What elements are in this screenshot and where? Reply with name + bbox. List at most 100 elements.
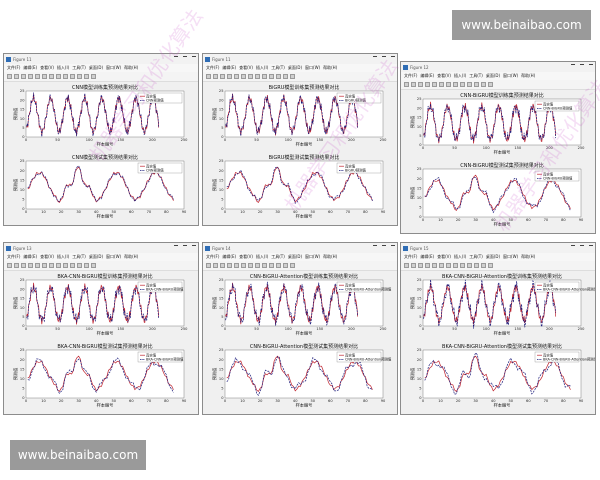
menu-item[interactable]: 工具(T) [469, 254, 483, 259]
zoom-out-icon[interactable] [49, 263, 54, 268]
maximize-icon[interactable] [183, 245, 187, 250]
menu-item[interactable]: 编辑(E) [23, 254, 38, 259]
legend-icon[interactable] [91, 74, 96, 79]
brush-icon[interactable] [276, 263, 281, 268]
menu-item[interactable]: 窗口(W) [305, 65, 321, 70]
colorbar-icon[interactable] [283, 263, 288, 268]
data-cursor-icon[interactable] [70, 74, 75, 79]
maximize-icon[interactable] [580, 64, 584, 69]
save-icon[interactable] [220, 74, 225, 79]
pan-icon[interactable] [255, 74, 260, 79]
rotate-icon[interactable] [460, 263, 465, 268]
pan-icon[interactable] [453, 82, 458, 87]
window-titlebar[interactable]: Figure 13 [4, 243, 198, 253]
menu-item[interactable]: 桌面(D) [485, 254, 501, 259]
cursor-icon[interactable] [234, 74, 239, 79]
print-icon[interactable] [227, 263, 232, 268]
menu-item[interactable]: 文件(F) [206, 65, 220, 70]
cursor-icon[interactable] [234, 263, 239, 268]
menu-item[interactable]: 插入(I) [453, 73, 467, 78]
save-icon[interactable] [21, 263, 26, 268]
zoom-in-icon[interactable] [42, 263, 47, 268]
data-cursor-icon[interactable] [467, 263, 472, 268]
rotate-icon[interactable] [63, 74, 68, 79]
maximize-icon[interactable] [580, 245, 584, 250]
print-icon[interactable] [28, 263, 33, 268]
menu-item[interactable]: 文件(F) [206, 254, 220, 259]
menu-item[interactable]: 窗口(W) [305, 254, 321, 259]
menu-item[interactable]: 编辑(E) [222, 65, 237, 70]
brush-icon[interactable] [77, 263, 82, 268]
menu-item[interactable]: 工具(T) [72, 254, 86, 259]
menu-item[interactable]: 窗口(W) [106, 65, 122, 70]
menu-item[interactable]: 帮助(H) [124, 65, 139, 70]
rotate-icon[interactable] [63, 263, 68, 268]
colorbar-icon[interactable] [481, 82, 486, 87]
rotate-icon[interactable] [262, 263, 267, 268]
close-icon[interactable] [391, 245, 395, 250]
menu-item[interactable]: 编辑(E) [420, 254, 435, 259]
menu-item[interactable]: 工具(T) [271, 254, 285, 259]
menu-item[interactable]: 帮助(H) [521, 73, 536, 78]
figure-window[interactable]: Figure 11 文件(F) 编辑(E) 查看(V) 插入(I) 工具(T) 桌面(D) 窗… [202, 53, 398, 226]
colorbar-icon[interactable] [283, 74, 288, 79]
menu-item[interactable]: 编辑(E) [222, 254, 237, 259]
print-icon[interactable] [425, 82, 430, 87]
colorbar-icon[interactable] [84, 263, 89, 268]
rotate-icon[interactable] [262, 74, 267, 79]
figure-window[interactable]: Figure 11 文件(F) 编辑(E) 查看(V) 插入(I) 工具(T) 桌面(D) 窗… [3, 53, 199, 226]
data-cursor-icon[interactable] [269, 263, 274, 268]
minimize-icon[interactable] [373, 56, 377, 61]
window-titlebar[interactable]: Figure 11 [203, 54, 397, 64]
brush-icon[interactable] [474, 263, 479, 268]
menu-item[interactable]: 文件(F) [404, 254, 418, 259]
cursor-icon[interactable] [35, 74, 40, 79]
menu-item[interactable]: 插入(I) [255, 65, 269, 70]
cursor-icon[interactable] [432, 263, 437, 268]
maximize-icon[interactable] [382, 56, 386, 61]
figure-window[interactable]: Figure 15 文件(F) 编辑(E) 查看(V) 插入(I) 工具(T) 桌面(D) 窗… [400, 242, 596, 415]
zoom-in-icon[interactable] [241, 74, 246, 79]
brush-icon[interactable] [77, 74, 82, 79]
window-titlebar[interactable]: Figure 14 [203, 243, 397, 253]
menu-item[interactable]: 工具(T) [469, 73, 483, 78]
open-folder-icon[interactable] [14, 263, 19, 268]
menu-item[interactable]: 工具(T) [72, 65, 86, 70]
cursor-icon[interactable] [35, 263, 40, 268]
print-icon[interactable] [227, 74, 232, 79]
zoom-out-icon[interactable] [49, 74, 54, 79]
rotate-icon[interactable] [460, 82, 465, 87]
minimize-icon[interactable] [571, 64, 575, 69]
zoom-out-icon[interactable] [446, 82, 451, 87]
menu-item[interactable]: 文件(F) [7, 65, 21, 70]
menu-item[interactable]: 工具(T) [271, 65, 285, 70]
save-icon[interactable] [21, 74, 26, 79]
colorbar-icon[interactable] [84, 74, 89, 79]
menu-item[interactable]: 桌面(D) [485, 73, 501, 78]
menu-item[interactable]: 桌面(D) [88, 65, 104, 70]
menu-item[interactable]: 插入(I) [255, 254, 269, 259]
maximize-icon[interactable] [183, 56, 187, 61]
data-cursor-icon[interactable] [70, 263, 75, 268]
menu-item[interactable]: 帮助(H) [323, 254, 338, 259]
new-file-icon[interactable] [7, 74, 12, 79]
zoom-in-icon[interactable] [439, 263, 444, 268]
menu-item[interactable]: 桌面(D) [287, 254, 303, 259]
zoom-out-icon[interactable] [446, 263, 451, 268]
menu-item[interactable]: 窗口(W) [503, 254, 519, 259]
menu-item[interactable]: 桌面(D) [287, 65, 303, 70]
menu-item[interactable]: 文件(F) [7, 254, 21, 259]
zoom-in-icon[interactable] [241, 263, 246, 268]
close-icon[interactable] [192, 245, 196, 250]
open-folder-icon[interactable] [213, 74, 218, 79]
minimize-icon[interactable] [373, 245, 377, 250]
menu-item[interactable]: 帮助(H) [521, 254, 536, 259]
menu-item[interactable]: 文件(F) [404, 73, 418, 78]
brush-icon[interactable] [276, 74, 281, 79]
pan-icon[interactable] [56, 74, 61, 79]
figure-window[interactable]: Figure 13 文件(F) 编辑(E) 查看(V) 插入(I) 工具(T) 桌面(D) 窗… [3, 242, 199, 415]
maximize-icon[interactable] [382, 245, 386, 250]
menu-item[interactable]: 帮助(H) [124, 254, 139, 259]
save-icon[interactable] [418, 263, 423, 268]
close-icon[interactable] [589, 64, 593, 69]
